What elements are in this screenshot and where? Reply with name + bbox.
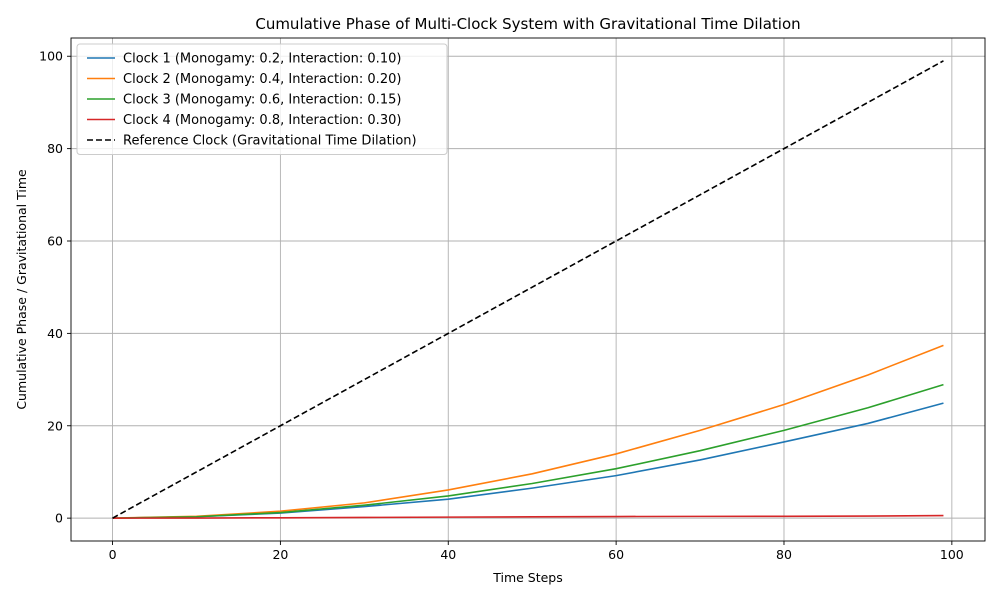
x-tick-label: 0 — [109, 547, 117, 562]
legend-label: Clock 4 (Monogamy: 0.8, Interaction: 0.3… — [123, 113, 401, 128]
legend-box — [76, 43, 448, 155]
y-tick-label: 80 — [47, 141, 63, 156]
legend-label: Clock 2 (Monogamy: 0.4, Interaction: 0.2… — [123, 72, 401, 87]
series-line-3 — [112, 383, 944, 519]
y-axis-label: Cumulative Phase / Gravitational Time — [14, 169, 29, 410]
chart-title: Cumulative Phase of Multi-Clock System w… — [255, 15, 800, 33]
legend-label: Clock 1 (Monogamy: 0.2, Interaction: 0.1… — [123, 52, 401, 67]
series-line-4 — [112, 514, 944, 519]
x-tick-label: 80 — [776, 547, 792, 562]
x-tick-label: 100 — [940, 547, 964, 562]
y-tick-label: 60 — [47, 234, 63, 249]
y-tick-label: 0 — [55, 511, 63, 526]
legend-label: Reference Clock (Gravitational Time Dila… — [123, 134, 417, 149]
x-axis-label: Time Steps — [492, 570, 563, 585]
legend-label: Clock 3 (Monogamy: 0.6, Interaction: 0.1… — [123, 93, 401, 108]
legend: Clock 1 (Monogamy: 0.2, Interaction: 0.1… — [76, 43, 448, 155]
x-tick-label: 60 — [608, 547, 624, 562]
plot-frame — [70, 37, 986, 542]
y-tick-label: 100 — [39, 49, 63, 64]
x-tick-label: 40 — [440, 547, 456, 562]
y-tick-label: 40 — [47, 326, 63, 341]
series-line-2 — [112, 344, 944, 519]
series-line-5 — [112, 60, 944, 519]
x-tick-label: 20 — [272, 547, 288, 562]
ticks: 0 20 40 60 80 100 0 20 40 60 80 100 — [39, 49, 964, 562]
y-tick-label: 20 — [47, 418, 63, 433]
series-layer — [112, 60, 944, 519]
